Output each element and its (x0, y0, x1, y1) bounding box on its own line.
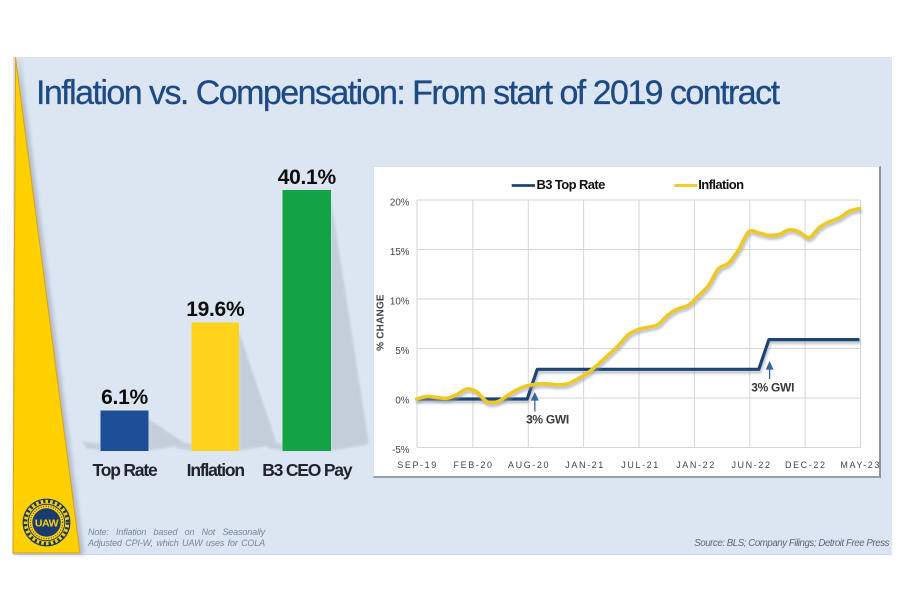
svg-text:JUN-22: JUN-22 (731, 460, 771, 470)
svg-text:20%: 20% (390, 198, 410, 209)
svg-text:5%: 5% (395, 346, 409, 357)
svg-text:DEC-22: DEC-22 (785, 460, 827, 470)
svg-text:-5%: -5% (392, 445, 410, 456)
svg-text:JAN-21: JAN-21 (565, 460, 605, 470)
svg-text:3% GWI: 3% GWI (751, 381, 794, 395)
svg-text:Inflation: Inflation (698, 177, 744, 192)
svg-text:SEP-19: SEP-19 (397, 460, 438, 470)
svg-text:% CHANGE: % CHANGE (376, 294, 387, 351)
svg-text:10%: 10% (390, 297, 410, 308)
svg-text:AUG-20: AUG-20 (508, 460, 550, 470)
svg-text:MAY-23: MAY-23 (840, 460, 881, 470)
svg-text:15%: 15% (390, 247, 410, 258)
svg-text:FEB-20: FEB-20 (454, 460, 494, 470)
svg-text:JUL-21: JUL-21 (621, 460, 660, 470)
svg-text:3% GWI: 3% GWI (526, 413, 569, 427)
svg-text:B3 Top Rate: B3 Top Rate (537, 177, 606, 192)
svg-text:0%: 0% (395, 396, 409, 407)
svg-text:JAN-22: JAN-22 (676, 460, 716, 470)
svg-text:UAW: UAW (35, 517, 59, 529)
